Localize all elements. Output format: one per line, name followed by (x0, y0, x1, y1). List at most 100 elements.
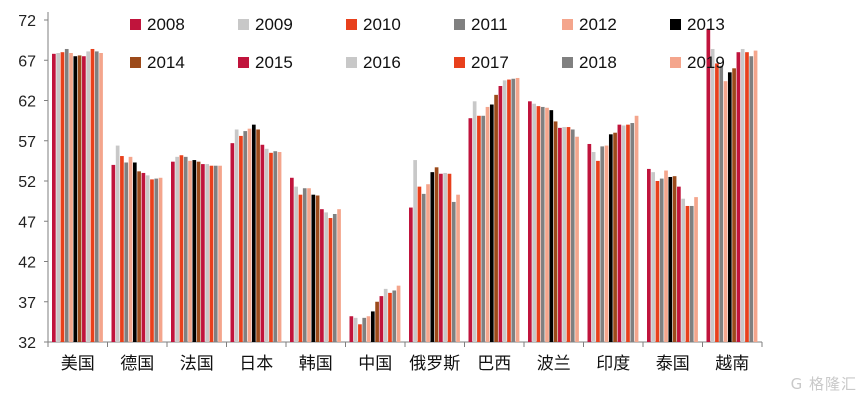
bar-2013-越南 (727, 72, 732, 342)
bar-2010-日本 (239, 135, 243, 342)
bar-2018-俄罗斯 (451, 201, 456, 342)
bar-2011-中国 (362, 317, 367, 342)
bar-2008-波兰 (528, 101, 532, 342)
bar-2013-日本 (251, 124, 256, 343)
bar-2009-中国 (353, 317, 358, 342)
bar-2014-印度 (613, 132, 617, 342)
bar-2012-印度 (604, 145, 609, 342)
legend-swatch-2010 (346, 19, 357, 30)
bar-2008-印度 (587, 143, 592, 342)
bar-2012-泰国 (664, 170, 668, 342)
bar-2019-巴西 (515, 77, 520, 343)
bar-2013-俄罗斯 (430, 172, 435, 342)
bar-2013-印度 (608, 134, 613, 342)
bar-2009-印度 (591, 152, 596, 342)
bar-2017-韩国 (328, 218, 333, 342)
bar-2010-德国 (120, 156, 124, 342)
legend-label: 2011 (471, 15, 508, 34)
x-tick-label: 德国 (120, 354, 154, 374)
bar-2018-美国 (94, 51, 99, 343)
bar-2010-美国 (60, 52, 65, 342)
bar-2016-法国 (205, 164, 210, 342)
y-tick-label: 67 (18, 53, 36, 70)
bar-2012-日本 (247, 128, 252, 342)
bar-2017-德国 (150, 179, 154, 342)
bar-2010-俄罗斯 (417, 186, 422, 342)
legend-label: 2009 (255, 15, 293, 34)
bar-2015-美国 (82, 56, 86, 342)
bar-2018-法国 (213, 165, 218, 342)
legend-label: 2008 (147, 15, 185, 34)
bar-2016-印度 (621, 125, 626, 343)
x-tick-label: 中国 (358, 354, 392, 374)
legend-label: 2015 (255, 53, 293, 72)
bar-2014-美国 (77, 55, 82, 343)
bar-2019-越南 (753, 50, 758, 343)
y-tick-label: 32 (18, 335, 36, 352)
bar-2011-法国 (183, 156, 188, 342)
legend-label: 2018 (579, 53, 617, 72)
bar-2017-法国 (209, 165, 214, 342)
bar-2009-日本 (234, 129, 239, 342)
bar-2016-泰国 (681, 198, 686, 342)
bar-2014-法国 (196, 161, 201, 342)
bar-2018-印度 (630, 123, 635, 342)
bar-2019-俄罗斯 (456, 194, 460, 342)
bar-2018-波兰 (570, 129, 575, 342)
bar-2011-波兰 (540, 106, 545, 342)
bar-2008-俄罗斯 (409, 207, 413, 342)
legend-swatch-2017 (454, 57, 465, 68)
x-tick-label: 泰国 (656, 354, 690, 374)
bar-2015-俄罗斯 (439, 173, 443, 342)
bar-2014-中国 (375, 301, 379, 342)
legend-swatch-2014 (130, 57, 141, 68)
bar-2019-波兰 (575, 136, 579, 342)
bar-2009-泰国 (651, 172, 655, 342)
legend-label: 2019 (687, 53, 725, 72)
bar-2009-德国 (115, 145, 120, 342)
bar-2019-德国 (158, 177, 163, 342)
y-tick-label: 37 (18, 295, 36, 312)
legend-swatch-2011 (454, 19, 465, 30)
y-tick-label: 72 (18, 13, 36, 30)
bar-2014-韩国 (315, 195, 320, 342)
bar-2011-德国 (124, 162, 129, 342)
bar-2011-日本 (243, 131, 248, 342)
bar-2017-中国 (388, 292, 392, 342)
bar-2018-日本 (273, 151, 278, 342)
bar-2019-韩国 (337, 209, 341, 342)
y-tick-label: 42 (18, 255, 36, 272)
bar-2011-越南 (719, 65, 724, 342)
legend-swatch-2015 (238, 57, 249, 68)
bar-2015-泰国 (677, 186, 681, 342)
bar-2008-越南 (706, 28, 711, 342)
legend-swatch-2019 (670, 57, 681, 68)
x-tick-label: 法国 (180, 354, 214, 374)
bar-2009-美国 (56, 53, 60, 342)
legend-label: 2010 (363, 15, 401, 34)
bar-2013-法国 (192, 160, 197, 342)
bar-2012-中国 (366, 316, 371, 342)
legend-label: 2014 (147, 53, 185, 72)
bar-2011-俄罗斯 (421, 193, 426, 342)
bar-2012-波兰 (545, 107, 549, 343)
bar-2008-中国 (349, 316, 354, 342)
bar-2016-美国 (86, 51, 91, 343)
bar-2016-日本 (264, 148, 269, 342)
bar-2010-巴西 (477, 115, 481, 342)
bar-2017-泰国 (685, 205, 690, 342)
y-tick-label: 62 (18, 94, 36, 111)
bar-2012-俄罗斯 (426, 184, 430, 342)
bar-2019-美国 (99, 53, 103, 342)
bar-2008-法国 (171, 161, 175, 342)
bar-2008-韩国 (290, 177, 294, 342)
bar-2008-泰国 (647, 168, 651, 342)
bar-2017-巴西 (507, 79, 511, 342)
bar-2018-越南 (749, 56, 754, 342)
bar-2011-韩国 (302, 188, 307, 342)
bar-2010-波兰 (536, 106, 541, 342)
y-tick-label: 52 (18, 174, 36, 191)
bar-2015-中国 (379, 296, 384, 342)
bar-2015-韩国 (320, 209, 324, 342)
legend-label: 2013 (687, 15, 725, 34)
